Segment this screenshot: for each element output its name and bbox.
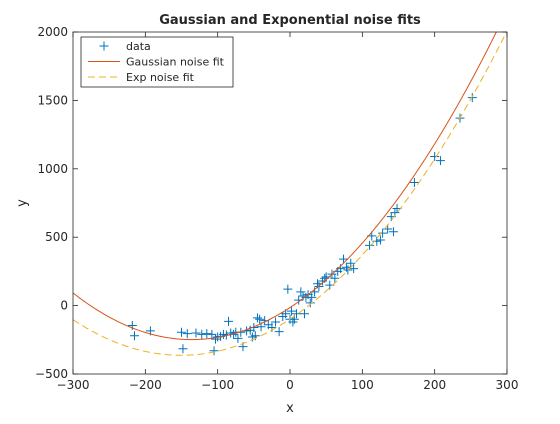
data-point bbox=[296, 287, 306, 297]
data-point bbox=[252, 313, 262, 323]
data-point bbox=[307, 292, 317, 302]
series-layer bbox=[73, 32, 507, 356]
data-point bbox=[283, 284, 293, 294]
data-point bbox=[430, 151, 440, 161]
data-point bbox=[349, 264, 359, 274]
data-point bbox=[292, 309, 302, 319]
data-point bbox=[435, 156, 445, 166]
data-point bbox=[294, 295, 304, 305]
x-tick-label: −200 bbox=[129, 378, 162, 392]
y-tick-label: 1500 bbox=[37, 93, 68, 107]
data-point bbox=[330, 273, 340, 283]
x-tick-label: 200 bbox=[423, 378, 446, 392]
data-point bbox=[274, 327, 284, 337]
x-tick-label: −100 bbox=[201, 378, 234, 392]
x-tick-label: 300 bbox=[496, 378, 519, 392]
data-point bbox=[343, 265, 353, 275]
data-points bbox=[127, 93, 477, 356]
data-point bbox=[467, 93, 477, 103]
exp-noise-fit-line bbox=[73, 32, 507, 356]
data-point bbox=[255, 314, 265, 324]
data-point bbox=[388, 227, 398, 237]
y-tick-label: 2000 bbox=[37, 25, 68, 39]
data-point bbox=[346, 258, 356, 268]
x-tick-label: 100 bbox=[351, 378, 374, 392]
data-point bbox=[233, 333, 243, 343]
data-point bbox=[339, 254, 349, 264]
data-point bbox=[178, 344, 188, 354]
x-tick-label: 0 bbox=[286, 378, 294, 392]
data-point bbox=[305, 298, 315, 308]
x-tick-label: −300 bbox=[57, 378, 90, 392]
data-point bbox=[197, 329, 207, 339]
data-point bbox=[211, 334, 220, 344]
gaussian-noise-fit-line bbox=[73, 32, 497, 341]
data-point bbox=[271, 317, 281, 327]
y-tick-label: 500 bbox=[45, 230, 68, 244]
data-point bbox=[202, 329, 212, 339]
data-point bbox=[375, 235, 385, 245]
data-point bbox=[224, 316, 234, 326]
legend-label-gaussian-noise-fit: Gaussian noise fit bbox=[126, 56, 225, 69]
chart-title: Gaussian and Exponential noise fits bbox=[159, 13, 421, 28]
data-point bbox=[378, 228, 388, 238]
data-point bbox=[129, 331, 139, 341]
data-point bbox=[286, 306, 296, 316]
data-point bbox=[299, 309, 309, 319]
legend-swatch-data bbox=[99, 41, 109, 51]
data-point bbox=[182, 329, 192, 339]
data-point bbox=[209, 346, 219, 356]
data-point bbox=[365, 240, 375, 250]
legend: data Gaussian noise fit Exp noise fit bbox=[80, 36, 234, 88]
x-axis-label: x bbox=[286, 401, 294, 416]
axes-layer: −300 −200 −100 0 100 200 300 −500 0 500 1000 1500 20… bbox=[35, 25, 518, 392]
legend-label-data: data bbox=[126, 40, 151, 53]
data-point bbox=[207, 329, 217, 339]
data-point bbox=[177, 327, 186, 337]
data-point bbox=[191, 328, 201, 338]
y-axis-label: y bbox=[15, 199, 30, 207]
data-point bbox=[409, 177, 419, 187]
y-tick-label: −500 bbox=[35, 367, 68, 381]
y-tick-label: 1000 bbox=[37, 162, 68, 176]
y-tick-label: 0 bbox=[60, 299, 68, 313]
legend-label-exp-noise-fit: Exp noise fit bbox=[126, 71, 195, 84]
